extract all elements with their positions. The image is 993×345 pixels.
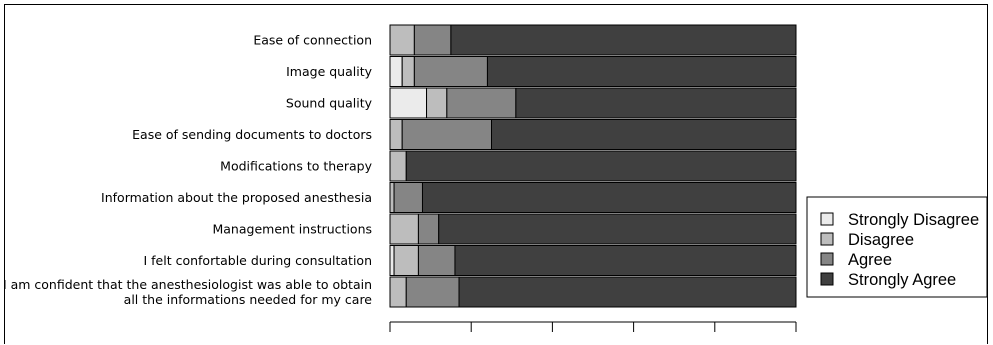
bar-segment-strongly-agree-3 bbox=[491, 119, 797, 150]
legend-swatch-disagree bbox=[820, 232, 834, 246]
bar-segment-strongly-agree-5 bbox=[421, 182, 797, 213]
bar-segment-disagree-8 bbox=[389, 276, 407, 308]
bar-segment-strongly-disagree-2 bbox=[389, 87, 428, 119]
bar-segment-disagree-2 bbox=[426, 87, 448, 119]
bar-segment-strongly-agree-7 bbox=[454, 245, 797, 276]
chart-frame bbox=[4, 4, 988, 344]
legend-label-agree: Agree bbox=[848, 251, 892, 269]
legend-swatch-strongly-disagree bbox=[820, 212, 834, 226]
x-axis bbox=[389, 321, 797, 332]
category-label-2: Sound quality bbox=[286, 96, 373, 111]
category-labels: Ease of connection Image quality Sound qua… bbox=[3, 33, 373, 308]
bar-segment-disagree-5 bbox=[389, 182, 395, 213]
bar-segment-disagree-3 bbox=[389, 119, 403, 150]
bar-segment-agree-7 bbox=[417, 245, 456, 276]
category-label-8-line-1: all the informations needed for my care bbox=[124, 292, 373, 307]
legend-swatch-strongly-agree bbox=[820, 272, 834, 286]
bar-segment-strongly-agree-8 bbox=[458, 276, 797, 308]
bar-segment-strongly-disagree-7 bbox=[389, 245, 395, 276]
legend-label-strongly-disagree: Strongly Disagree bbox=[848, 211, 979, 229]
legend: Strongly Disagree Disagree Agree Strongly A… bbox=[806, 196, 988, 298]
category-label-7: I felt confortable during consultation bbox=[143, 253, 372, 268]
legend-box bbox=[806, 196, 988, 298]
bar-segment-agree-8 bbox=[405, 276, 460, 308]
category-label-8-line-0: I am confident that the anesthesiologist… bbox=[3, 277, 372, 292]
legend-swatch-agree bbox=[820, 252, 834, 266]
legend-label-strongly-agree: Strongly Agree bbox=[848, 271, 956, 289]
bar-segment-strongly-agree-4 bbox=[405, 150, 797, 182]
bars-layer bbox=[389, 24, 797, 308]
category-label-3: Ease of sending documents to doctors bbox=[132, 127, 372, 142]
bar-segment-agree-1 bbox=[413, 56, 488, 87]
bar-segment-disagree-1 bbox=[401, 56, 415, 87]
category-label-4: Modifications to therapy bbox=[220, 159, 372, 174]
category-label-1: Image quality bbox=[286, 64, 372, 79]
bar-segment-strongly-disagree-1 bbox=[389, 56, 403, 87]
category-label-6: Management instructions bbox=[212, 222, 372, 237]
bar-segment-agree-0 bbox=[413, 24, 452, 56]
bar-segment-disagree-4 bbox=[389, 150, 407, 182]
bar-segment-agree-3 bbox=[401, 119, 492, 150]
bar-segment-strongly-agree-6 bbox=[438, 213, 797, 245]
bar-segment-disagree-7 bbox=[393, 245, 419, 276]
bar-segment-disagree-6 bbox=[389, 213, 419, 245]
bar-segment-agree-5 bbox=[393, 182, 423, 213]
bar-segment-strongly-agree-1 bbox=[486, 56, 797, 87]
bar-segment-agree-6 bbox=[417, 213, 440, 245]
category-label-0: Ease of connection bbox=[253, 33, 372, 48]
bar-segment-agree-2 bbox=[446, 87, 517, 119]
category-label-5: Information about the proposed anesthesi… bbox=[101, 190, 372, 205]
bar-segment-strongly-agree-0 bbox=[450, 24, 797, 56]
bar-segment-disagree-0 bbox=[389, 24, 415, 56]
bar-segment-strongly-agree-2 bbox=[515, 87, 797, 119]
legend-label-disagree: Disagree bbox=[848, 231, 914, 249]
